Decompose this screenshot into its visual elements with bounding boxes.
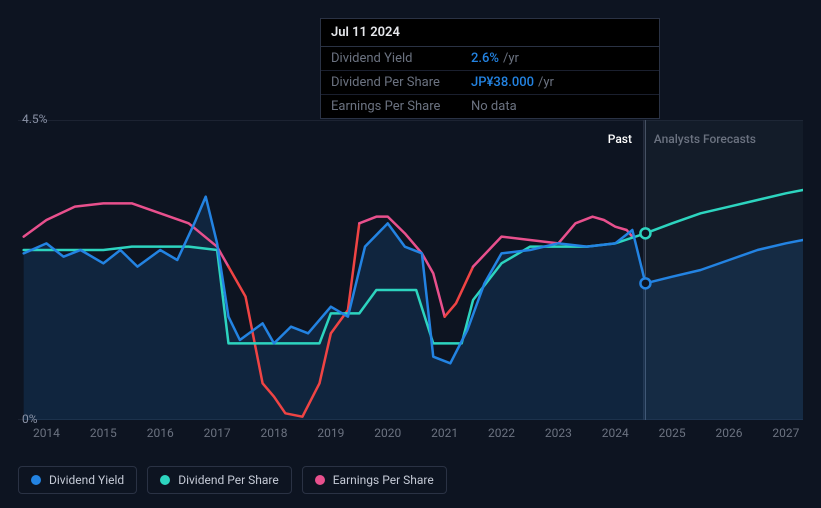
x-tick-label: 2019 — [317, 426, 344, 440]
x-tick-label: 2024 — [602, 426, 629, 440]
x-tick-label: 2017 — [204, 426, 231, 440]
x-axis: 2014 2015 2016 2017 2018 2019 2020 2021 2022 2023… — [18, 426, 803, 446]
legend-dot-icon — [160, 475, 170, 485]
x-tick-label: 2020 — [374, 426, 401, 440]
tooltip-row-value: 2.6%/yr — [471, 51, 519, 66]
x-tick-label: 2015 — [90, 426, 117, 440]
past-label: Past — [608, 132, 632, 146]
forecast-label: Analysts Forecasts — [654, 132, 756, 146]
tooltip-row-value: JP¥38.000/yr — [471, 75, 554, 90]
tooltip-row-label: Dividend Per Share — [331, 75, 471, 90]
y-tick-label: 4.5% — [22, 112, 47, 126]
chart-legend: Dividend Yield Dividend Per Share Earnings… — [18, 466, 447, 494]
x-tick-label: 2016 — [147, 426, 174, 440]
legend-label: Dividend Per Share — [178, 473, 279, 487]
tooltip-row: Earnings Per ShareNo data — [321, 95, 659, 118]
x-tick-label: 2022 — [488, 426, 515, 440]
tooltip-row: Dividend Per ShareJP¥38.000/yr — [321, 71, 659, 95]
x-tick-label: 2021 — [431, 426, 458, 440]
y-tick-label: 0% — [22, 412, 38, 426]
tooltip-row-label: Earnings Per Share — [331, 99, 471, 114]
x-tick-label: 2014 — [33, 426, 60, 440]
legend-label: Dividend Yield — [49, 473, 124, 487]
legend-label: Earnings Per Share — [333, 473, 434, 487]
x-tick-label: 2025 — [659, 426, 686, 440]
tooltip-row-value: No data — [471, 99, 517, 114]
x-tick-label: 2018 — [260, 426, 287, 440]
legend-item-dy[interactable]: Dividend Yield — [18, 466, 137, 494]
x-tick-label: 2027 — [772, 426, 799, 440]
legend-dot-icon — [315, 475, 325, 485]
x-tick-label: 2023 — [545, 426, 572, 440]
legend-item-eps[interactable]: Earnings Per Share — [302, 466, 447, 494]
tooltip-date: Jul 11 2024 — [321, 19, 659, 47]
legend-item-dps[interactable]: Dividend Per Share — [147, 466, 292, 494]
chart-tooltip: Jul 11 2024 Dividend Yield2.6%/yrDividen… — [320, 18, 660, 119]
tooltip-row-label: Dividend Yield — [331, 51, 471, 66]
x-tick-label: 2026 — [716, 426, 743, 440]
dividend-chart[interactable] — [18, 120, 803, 420]
tooltip-row: Dividend Yield2.6%/yr — [321, 47, 659, 71]
legend-dot-icon — [31, 475, 41, 485]
